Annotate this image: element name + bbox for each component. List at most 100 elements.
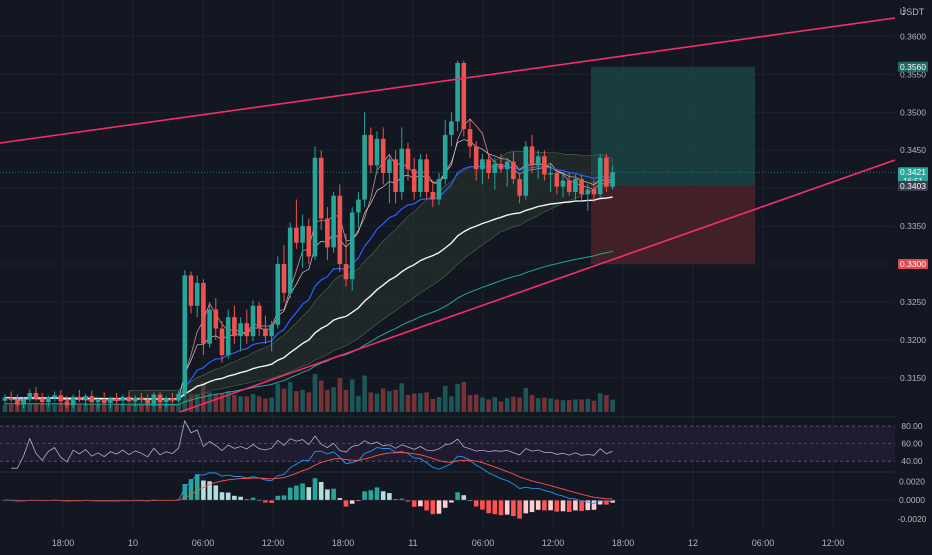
candle-body[interactable] <box>58 395 64 402</box>
candle[interactable] <box>52 391 57 402</box>
candle[interactable] <box>331 191 336 253</box>
candle-body[interactable] <box>523 146 529 196</box>
candle[interactable] <box>579 174 584 200</box>
candle[interactable] <box>436 172 442 205</box>
candle-body[interactable] <box>108 398 113 403</box>
candle-body[interactable] <box>151 394 157 404</box>
candle-body[interactable] <box>597 157 603 195</box>
candle[interactable] <box>101 392 107 405</box>
candle[interactable] <box>306 218 312 265</box>
candle[interactable] <box>542 150 547 181</box>
candle[interactable] <box>461 60 467 137</box>
candle-body[interactable] <box>610 172 615 187</box>
candle-body[interactable] <box>529 146 535 166</box>
candle[interactable] <box>232 305 237 344</box>
candle-body[interactable] <box>455 62 460 122</box>
candle-body[interactable] <box>77 396 82 400</box>
candle[interactable] <box>380 127 386 185</box>
candle-body[interactable] <box>39 398 45 403</box>
candle[interactable] <box>89 390 95 404</box>
candle-body[interactable] <box>201 283 206 344</box>
candle-body[interactable] <box>46 397 51 403</box>
candle-body[interactable] <box>387 159 392 173</box>
candle[interactable] <box>281 245 287 302</box>
candle-body[interactable] <box>442 135 448 180</box>
candle-body[interactable] <box>498 163 504 170</box>
candle[interactable] <box>15 394 20 407</box>
candle[interactable] <box>498 154 504 173</box>
candle[interactable] <box>337 184 343 272</box>
candle[interactable] <box>188 271 194 314</box>
candle[interactable] <box>83 393 88 406</box>
candle[interactable] <box>492 157 498 190</box>
candle-body[interactable] <box>368 135 374 166</box>
candle[interactable] <box>213 298 219 340</box>
candle[interactable] <box>560 174 566 198</box>
candle-body[interactable] <box>219 328 225 356</box>
candle[interactable] <box>529 135 535 173</box>
candle-body[interactable] <box>337 195 343 265</box>
candle-body[interactable] <box>256 305 262 329</box>
candle[interactable] <box>554 169 560 195</box>
candle-body[interactable] <box>281 264 287 293</box>
candle[interactable] <box>511 151 516 185</box>
candle-body[interactable] <box>238 323 243 337</box>
candle-body[interactable] <box>548 172 553 175</box>
candle-body[interactable] <box>89 396 95 403</box>
candle[interactable] <box>604 154 609 192</box>
candle-body[interactable] <box>560 180 566 187</box>
candle-body[interactable] <box>356 199 361 213</box>
candle[interactable] <box>145 394 150 407</box>
candle-body[interactable] <box>114 398 119 401</box>
candle-body[interactable] <box>554 172 560 187</box>
candle-body[interactable] <box>604 157 609 187</box>
candle[interactable] <box>504 157 510 187</box>
candle-body[interactable] <box>163 398 169 403</box>
candle[interactable] <box>393 150 398 204</box>
candle-body[interactable] <box>591 189 597 195</box>
candle-body[interactable] <box>101 399 107 403</box>
candle[interactable] <box>405 142 411 181</box>
candle[interactable] <box>449 112 454 147</box>
candle[interactable] <box>58 389 64 405</box>
candle-body[interactable] <box>486 159 491 173</box>
candle[interactable] <box>368 127 374 173</box>
candle[interactable] <box>194 275 200 318</box>
candle[interactable] <box>151 392 157 407</box>
candle-body[interactable] <box>120 396 126 401</box>
candle-body[interactable] <box>188 275 194 306</box>
candle-body[interactable] <box>33 393 39 399</box>
candle[interactable] <box>33 386 39 401</box>
candle-body[interactable] <box>244 323 250 337</box>
candle[interactable] <box>430 180 436 208</box>
candle[interactable] <box>325 207 330 261</box>
candle-body[interactable] <box>566 180 572 192</box>
candle-body[interactable] <box>170 398 175 401</box>
candle[interactable] <box>480 154 485 185</box>
candle[interactable] <box>300 214 305 268</box>
menu-icon[interactable] <box>903 7 905 15</box>
candle[interactable] <box>207 301 212 348</box>
candle-body[interactable] <box>70 396 76 406</box>
candle[interactable] <box>486 154 491 180</box>
candle[interactable] <box>182 270 188 397</box>
candle-body[interactable] <box>374 138 380 166</box>
candle[interactable] <box>250 300 256 342</box>
candle-body[interactable] <box>95 399 101 403</box>
candle[interactable] <box>219 320 225 363</box>
candle[interactable] <box>312 146 318 261</box>
candle-body[interactable] <box>325 218 330 248</box>
candle[interactable] <box>170 393 175 404</box>
candle-body[interactable] <box>542 156 547 175</box>
candle-body[interactable] <box>517 179 522 196</box>
candle[interactable] <box>517 172 522 204</box>
candle[interactable] <box>566 172 572 196</box>
candle[interactable] <box>244 309 250 344</box>
candle-body[interactable] <box>405 148 411 170</box>
candle[interactable] <box>424 154 429 200</box>
candle[interactable] <box>294 199 299 249</box>
candle[interactable] <box>442 119 448 185</box>
candle-body[interactable] <box>194 283 200 306</box>
candle[interactable] <box>27 389 33 403</box>
